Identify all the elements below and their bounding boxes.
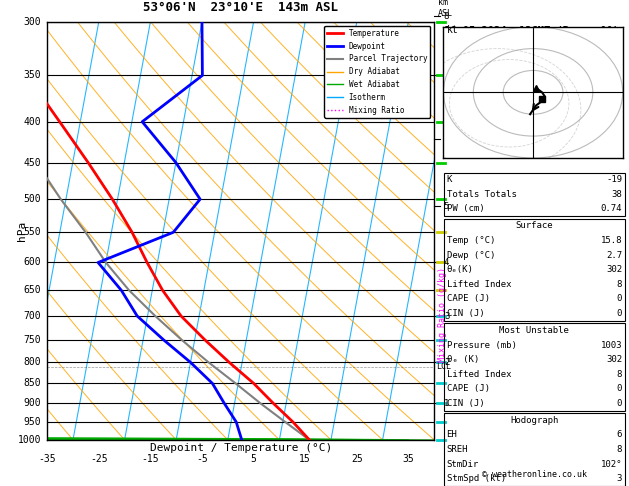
Text: CAPE (J): CAPE (J) — [447, 384, 489, 393]
Text: Lifted Index: Lifted Index — [447, 370, 511, 379]
Text: 0.74: 0.74 — [601, 205, 622, 213]
Text: PW (cm): PW (cm) — [447, 205, 484, 213]
Text: 6: 6 — [616, 431, 622, 439]
Text: © weatheronline.co.uk: © weatheronline.co.uk — [482, 469, 587, 479]
Text: SREH: SREH — [447, 445, 468, 454]
Text: 0: 0 — [616, 309, 622, 318]
Text: K: K — [447, 175, 452, 184]
Text: 302: 302 — [606, 355, 622, 364]
Text: km
ASL: km ASL — [438, 0, 453, 17]
Text: 3: 3 — [616, 474, 622, 483]
Text: EH: EH — [447, 431, 457, 439]
Text: 3: 3 — [444, 312, 449, 320]
Text: 500: 500 — [24, 194, 42, 204]
Text: 7: 7 — [444, 71, 449, 80]
Text: 850: 850 — [24, 379, 42, 388]
Text: Surface: Surface — [516, 222, 553, 230]
Text: 950: 950 — [24, 417, 42, 427]
Text: 400: 400 — [24, 117, 42, 127]
Text: Lifted Index: Lifted Index — [447, 280, 511, 289]
Text: Mixing Ratio (g/kg): Mixing Ratio (g/kg) — [438, 267, 447, 362]
Text: 53°06'N  23°10'E  143m ASL: 53°06'N 23°10'E 143m ASL — [143, 0, 338, 14]
Text: 0: 0 — [616, 295, 622, 303]
Text: 1000: 1000 — [18, 435, 42, 445]
Text: Most Unstable: Most Unstable — [499, 326, 569, 335]
Text: StmDir: StmDir — [447, 460, 479, 469]
Text: 0: 0 — [616, 384, 622, 393]
Text: Dewp (°C): Dewp (°C) — [447, 251, 495, 260]
Text: 750: 750 — [24, 335, 42, 345]
Text: 300: 300 — [24, 17, 42, 27]
Text: 2: 2 — [444, 358, 449, 367]
Text: 35: 35 — [403, 454, 415, 465]
Text: θₑ(K): θₑ(K) — [447, 265, 474, 274]
Text: 650: 650 — [24, 285, 42, 295]
Text: 1: 1 — [444, 399, 449, 408]
Text: StmSpd (kt): StmSpd (kt) — [447, 474, 506, 483]
Text: 4: 4 — [444, 258, 449, 267]
Text: CIN (J): CIN (J) — [447, 309, 484, 318]
Text: Hodograph: Hodograph — [510, 416, 559, 425]
Text: 8: 8 — [444, 12, 449, 20]
Text: -35: -35 — [38, 454, 56, 465]
Text: Totals Totals: Totals Totals — [447, 190, 516, 199]
Text: 102°: 102° — [601, 460, 622, 469]
Text: 700: 700 — [24, 311, 42, 321]
Text: 450: 450 — [24, 157, 42, 168]
Text: 25: 25 — [351, 454, 363, 465]
Text: 1003: 1003 — [601, 341, 622, 349]
Text: 15.8: 15.8 — [601, 236, 622, 245]
X-axis label: Dewpoint / Temperature (°C): Dewpoint / Temperature (°C) — [150, 443, 332, 452]
Text: 350: 350 — [24, 70, 42, 80]
Text: -5: -5 — [196, 454, 208, 465]
Text: 0: 0 — [616, 399, 622, 408]
Text: -15: -15 — [142, 454, 159, 465]
Text: 38: 38 — [611, 190, 622, 199]
Text: 900: 900 — [24, 398, 42, 408]
Text: 5: 5 — [444, 202, 449, 210]
Legend: Temperature, Dewpoint, Parcel Trajectory, Dry Adiabat, Wet Adiabat, Isotherm, Mi: Temperature, Dewpoint, Parcel Trajectory… — [324, 26, 430, 118]
Text: 600: 600 — [24, 258, 42, 267]
Bar — [444, 323, 625, 411]
Text: 302: 302 — [606, 265, 622, 274]
Text: CIN (J): CIN (J) — [447, 399, 484, 408]
Bar — [444, 413, 625, 486]
Text: 8: 8 — [616, 445, 622, 454]
Text: 8: 8 — [616, 370, 622, 379]
Text: 550: 550 — [24, 227, 42, 237]
Text: 8: 8 — [616, 280, 622, 289]
Text: hPa: hPa — [17, 221, 27, 241]
Text: CAPE (J): CAPE (J) — [447, 295, 489, 303]
Bar — [444, 173, 625, 216]
Text: 6: 6 — [444, 134, 449, 143]
Text: -19: -19 — [606, 175, 622, 184]
Text: 16.05.2024  12GMT (Base: 00): 16.05.2024 12GMT (Base: 00) — [444, 26, 619, 36]
Text: LCL: LCL — [436, 362, 451, 371]
Text: Temp (°C): Temp (°C) — [447, 236, 495, 245]
Text: 800: 800 — [24, 357, 42, 367]
Text: 15: 15 — [299, 454, 311, 465]
Text: 5: 5 — [250, 454, 257, 465]
Text: Pressure (mb): Pressure (mb) — [447, 341, 516, 349]
Bar — [444, 219, 625, 321]
Text: kt: kt — [447, 25, 459, 35]
Text: -25: -25 — [90, 454, 108, 465]
Text: 2.7: 2.7 — [606, 251, 622, 260]
Text: θₑ (K): θₑ (K) — [447, 355, 479, 364]
